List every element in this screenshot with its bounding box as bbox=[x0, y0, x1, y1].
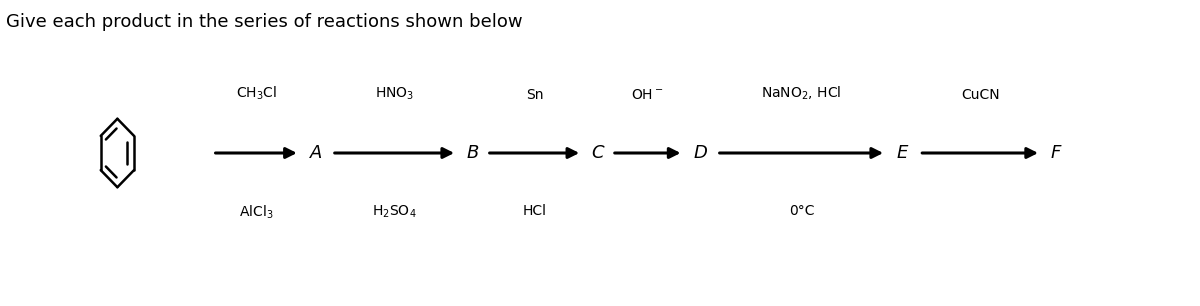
Text: Sn: Sn bbox=[526, 88, 544, 103]
Text: Give each product in the series of reactions shown below: Give each product in the series of react… bbox=[6, 13, 523, 31]
Text: CH$_3$Cl: CH$_3$Cl bbox=[235, 85, 277, 103]
Text: NaNO$_2$, HCl: NaNO$_2$, HCl bbox=[761, 85, 841, 103]
Text: F: F bbox=[1050, 144, 1061, 162]
Text: D: D bbox=[694, 144, 707, 162]
Text: A: A bbox=[310, 144, 323, 162]
Text: C: C bbox=[592, 144, 604, 162]
Text: 0°C: 0°C bbox=[788, 203, 814, 218]
Text: CuCN: CuCN bbox=[961, 88, 1000, 103]
Text: B: B bbox=[467, 144, 479, 162]
Text: HCl: HCl bbox=[522, 203, 546, 218]
Text: E: E bbox=[896, 144, 908, 162]
Text: H$_2$SO$_4$: H$_2$SO$_4$ bbox=[372, 203, 416, 220]
Text: AlCl$_3$: AlCl$_3$ bbox=[239, 203, 274, 221]
Text: OH$^-$: OH$^-$ bbox=[631, 88, 664, 103]
Text: HNO$_3$: HNO$_3$ bbox=[374, 86, 414, 103]
